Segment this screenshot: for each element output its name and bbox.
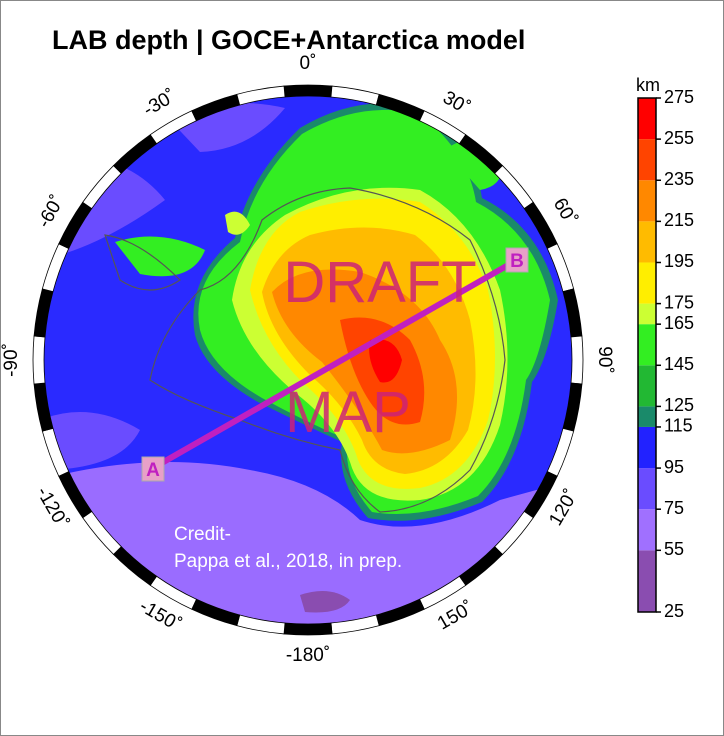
colorbar-tick-label: 75 — [664, 498, 684, 518]
colorbar-tick-label: 235 — [664, 169, 694, 189]
longitude-label: -90˚ — [1, 343, 22, 377]
profile-line — [151, 257, 519, 471]
frame-segment — [283, 84, 333, 98]
colorbar-band — [638, 139, 656, 181]
colorbar-band — [638, 324, 656, 366]
colorbar-tick-label: 195 — [664, 251, 694, 271]
colorbar-tick-label: 255 — [664, 128, 694, 148]
frame-segment — [570, 335, 584, 385]
longitude-label: 0˚ — [300, 53, 317, 74]
colorbar-tick-label: 125 — [664, 395, 694, 415]
colorbar-band — [638, 406, 656, 427]
colorbar-band — [638, 426, 656, 469]
colorbar-tick-label: 145 — [664, 354, 694, 374]
colorbar-band — [638, 550, 656, 612]
colorbar-band — [638, 98, 656, 140]
colorbar-band — [638, 221, 656, 263]
point-b-box — [505, 247, 529, 273]
colorbar-tick-label: 175 — [664, 292, 694, 312]
colorbar-band — [638, 365, 656, 407]
frame-segment — [32, 335, 46, 385]
colorbar-tick-label: 55 — [664, 539, 684, 559]
colorbar-band — [638, 303, 656, 325]
colorbar-outline — [637, 97, 657, 613]
colorbar-tick-label: 25 — [664, 601, 684, 621]
coastline — [104, 187, 506, 513]
longitude-label: 90˚ — [594, 346, 615, 373]
map-disc — [44, 96, 572, 624]
colorbar-tick-label: 215 — [664, 210, 694, 230]
red-area — [369, 339, 402, 383]
credit-line: Pappa et al., 2018, in prep. — [174, 551, 402, 572]
map-watermark: MAP — [285, 380, 411, 445]
colorbar-tick-label: 95 — [664, 457, 684, 477]
colorbar-tick-label: 165 — [664, 313, 694, 333]
frame-segment — [283, 622, 333, 636]
dark-purple-area — [300, 591, 350, 613]
map-frame — [32, 84, 584, 636]
colorbar-band — [638, 180, 656, 222]
colorbar-unit: km — [636, 75, 660, 95]
colorbar-tick-label: 275 — [664, 87, 694, 107]
map-title: LAB depth | GOCE+Antarctica model — [52, 25, 525, 55]
draft-watermark: DRAFT — [283, 250, 476, 315]
longitude-labels: 0˚30˚60˚90˚120˚150˚-180˚-150˚-120˚-90˚-6… — [1, 53, 615, 666]
frame-segment — [236, 85, 286, 106]
longitude-label: -180˚ — [286, 645, 330, 666]
colorbar-tick-label: 115 — [664, 416, 693, 436]
point-a-label: A — [146, 460, 160, 481]
colorbar-band — [638, 262, 656, 304]
colorbar-band — [638, 509, 656, 551]
colorbar-band — [638, 468, 656, 510]
credit-line: Credit- — [174, 524, 231, 545]
point-a-box — [141, 456, 165, 482]
point-b-label: B — [510, 251, 524, 272]
